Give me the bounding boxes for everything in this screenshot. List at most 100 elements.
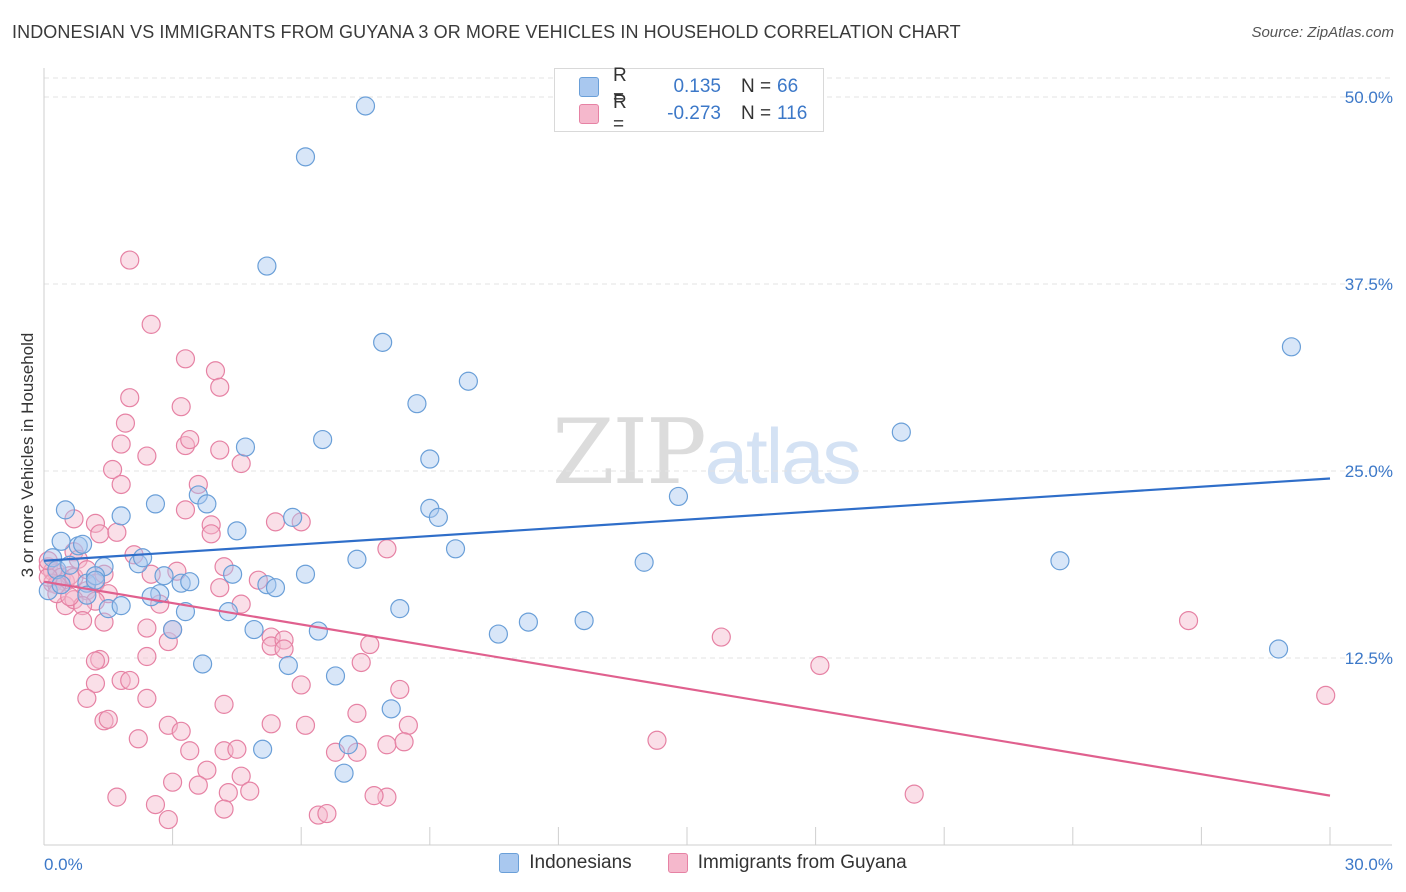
point-indonesians — [574, 610, 594, 631]
point-guyana — [711, 627, 731, 647]
point-indonesians — [175, 602, 196, 622]
point-indonesians — [278, 655, 298, 676]
point-guyana — [175, 500, 196, 520]
point-guyana — [295, 715, 316, 735]
point-guyana — [810, 655, 830, 676]
point-indonesians — [634, 552, 654, 572]
point-guyana — [364, 786, 384, 806]
point-guyana — [390, 679, 410, 700]
point-guyana — [377, 539, 397, 559]
series-label: Immigrants from Guyana — [697, 852, 907, 873]
point-indonesians — [111, 596, 131, 616]
point-guyana — [188, 775, 208, 795]
point-guyana — [291, 675, 311, 695]
point-indonesians — [428, 507, 448, 527]
series-swatch-blue — [499, 853, 520, 873]
point-guyana — [72, 610, 93, 631]
point-guyana — [351, 652, 371, 673]
series-label: Indonesians — [529, 852, 632, 873]
point-guyana — [317, 803, 337, 824]
point-guyana — [85, 651, 106, 671]
point-guyana — [265, 512, 286, 532]
point-guyana — [145, 795, 166, 815]
point-guyana — [291, 512, 311, 532]
point-guyana — [214, 799, 234, 819]
point-guyana — [85, 673, 106, 694]
trend-line-indonesians — [43, 477, 1331, 562]
legend-row-guyana: R = -0.273 N = 116 — [579, 92, 807, 135]
series-legend-indonesians[interactable]: Indonesians — [499, 852, 632, 874]
point-guyana — [107, 522, 127, 542]
point-indonesians — [308, 621, 328, 641]
point-guyana — [137, 688, 157, 708]
point-guyana — [231, 766, 251, 786]
y-tick-label: 25.0% — [1345, 462, 1393, 481]
point-guyana — [111, 474, 131, 495]
point-guyana — [360, 634, 380, 655]
point-indonesians — [42, 548, 63, 568]
point-guyana — [240, 781, 260, 801]
point-indonesians — [381, 699, 401, 719]
point-indonesians — [265, 578, 286, 598]
y-axis-title: 3 or more Vehicles in Household — [18, 333, 37, 578]
point-indonesians — [373, 332, 393, 352]
point-indonesians — [180, 572, 200, 592]
point-guyana — [90, 524, 110, 544]
legend-swatch-pink — [579, 104, 599, 124]
point-guyana — [171, 721, 191, 741]
point-indonesians — [1050, 551, 1070, 571]
point-indonesians — [111, 506, 131, 526]
point-indonesians — [55, 500, 76, 520]
point-indonesians — [1281, 337, 1302, 357]
correlation-legend: R = 0.135 N = 66 R = -0.273 N = 116 — [554, 65, 824, 135]
point-guyana — [231, 453, 251, 474]
point-indonesians — [283, 507, 303, 527]
series-legend-guyana[interactable]: Immigrants from Guyana — [667, 852, 907, 874]
point-indonesians — [227, 521, 247, 541]
point-indonesians — [85, 566, 106, 586]
trend-line-guyana — [43, 580, 1331, 797]
point-indonesians — [420, 449, 440, 469]
point-guyana — [167, 561, 187, 581]
point-indonesians — [193, 654, 213, 674]
point-indonesians — [355, 96, 376, 116]
point-guyana — [210, 440, 230, 460]
point-guyana — [120, 250, 140, 270]
point-indonesians — [347, 549, 367, 569]
point-guyana — [210, 578, 230, 598]
point-indonesians — [244, 619, 264, 640]
point-guyana — [188, 474, 208, 495]
point-guyana — [158, 809, 178, 830]
point-indonesians — [295, 147, 316, 167]
point-indonesians — [313, 429, 333, 450]
point-guyana — [137, 646, 157, 667]
source-label: Source: ZipAtlas.com — [1251, 24, 1394, 41]
point-indonesians — [1268, 639, 1289, 659]
point-indonesians — [253, 739, 273, 759]
point-indonesians — [257, 256, 277, 276]
point-indonesians — [390, 599, 410, 619]
point-guyana — [347, 703, 367, 723]
point-guyana — [201, 524, 221, 544]
point-guyana — [261, 714, 281, 734]
y-tick-label: 50.0% — [1345, 88, 1393, 107]
point-guyana — [141, 314, 161, 334]
point-guyana — [180, 741, 200, 761]
x-tick-label: 30.0% — [1345, 855, 1393, 874]
x-tick-label: 0.0% — [44, 855, 83, 874]
point-indonesians — [407, 394, 427, 414]
point-indonesians — [145, 494, 166, 514]
point-guyana — [137, 446, 157, 466]
legend-n-label: N = — [741, 103, 772, 124]
point-indonesians — [85, 570, 106, 590]
point-indonesians — [334, 763, 354, 783]
point-indonesians — [163, 619, 183, 640]
point-guyana — [904, 784, 924, 804]
point-indonesians — [60, 555, 80, 575]
point-guyana — [377, 735, 397, 755]
series-swatch-pink — [667, 853, 688, 873]
point-guyana — [102, 459, 123, 480]
point-guyana — [205, 361, 226, 381]
point-guyana — [107, 787, 127, 807]
